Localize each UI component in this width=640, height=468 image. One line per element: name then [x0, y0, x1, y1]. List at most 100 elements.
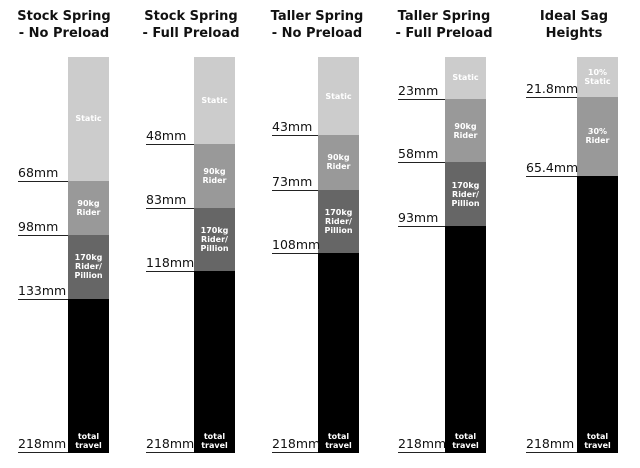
marker-tick [272, 190, 318, 191]
sag-segment: 90kg Rider [445, 98, 486, 163]
marker-label: 43mm [272, 119, 313, 134]
diagram-column: Taller Spring - No Preload Static 90kg Rider… [254, 0, 380, 468]
segment-label-line: 90kg [327, 153, 350, 163]
column-title: Ideal Sag Heights [508, 8, 640, 42]
segment-label-line: 90kg [454, 121, 477, 131]
segment-label-line: Rider [453, 130, 478, 140]
segment-label-line: 170kg [324, 207, 353, 217]
marker-tick [146, 208, 194, 209]
marker-label: 65.4mm [526, 160, 579, 175]
segment-label-line: 30% [587, 127, 608, 137]
marker-tick [398, 452, 445, 453]
total-travel-label-line: travel [75, 441, 102, 450]
total-travel-label-line: total [203, 432, 226, 441]
segment-label-line: Rider/ [201, 235, 228, 245]
segment-label: Static [75, 114, 101, 123]
segment-label-line: Rider [585, 136, 610, 146]
marker-label: 23mm [398, 83, 439, 98]
marker-label: 218mm [272, 436, 321, 451]
marker-label: 108mm [272, 237, 321, 252]
total-travel-label: total travel [194, 432, 235, 450]
marker-tick [18, 181, 68, 182]
diagram-column: Stock Spring - Full Preload Static 90kg Ride… [128, 0, 254, 468]
sag-segment: 90kg Rider [318, 135, 359, 190]
column-title-line: Stock Spring [17, 9, 111, 24]
marker-label: 48mm [146, 128, 187, 143]
column-title: Taller Spring - Full Preload [380, 8, 508, 42]
diagram-column: Stock Spring - No Preload Static 90kg Rider 1… [0, 0, 128, 468]
marker-label: 133mm [18, 283, 67, 298]
segment-label-line: 170kg [200, 226, 229, 236]
segment-label-line: Static [75, 114, 102, 124]
segment-label: Static [201, 96, 227, 105]
segment-label-line: 170kg [74, 253, 103, 263]
total-travel-label-line: travel [584, 441, 611, 450]
marker-label: 218mm [526, 436, 575, 451]
segment-label: 10% Static [584, 68, 610, 86]
segment-label-line: Pillion [74, 271, 103, 281]
segment-label-line: Static [201, 96, 228, 106]
column-title-line: Stock Spring [144, 9, 238, 24]
sag-segment: 90kg Rider [194, 144, 235, 208]
marker-tick [18, 235, 68, 236]
segment-label-line: Static [325, 91, 352, 101]
marker-tick [526, 97, 577, 98]
segment-label-line: Static [452, 73, 479, 83]
marker-tick [146, 144, 194, 145]
segment-label-line: Rider [326, 162, 351, 172]
sag-segment: 170kg Rider/Pillion [318, 189, 359, 254]
total-travel-label: total travel [445, 432, 486, 450]
total-travel-label: total travel [318, 432, 359, 450]
marker-tick [526, 176, 577, 177]
segment-label-line: Rider/ [325, 216, 352, 226]
marker-tick [18, 452, 68, 453]
segment-label: Static [452, 73, 478, 82]
marker-tick [272, 135, 318, 136]
segment-label: 170kg Rider/Pillion [451, 181, 479, 208]
sag-segment: Static [318, 57, 359, 136]
column-title-line: Heights [545, 26, 603, 41]
total-travel-label: total travel [68, 432, 109, 450]
sag-segment: 10% Static [577, 57, 618, 97]
travel-bar: Static 90kg Rider 170kg Rider/Pillion total tr… [445, 57, 486, 453]
total-travel-label: total travel [577, 432, 618, 450]
column-title: Stock Spring - Full Preload [128, 8, 254, 42]
marker-tick [398, 99, 445, 100]
segment-label: 170kg Rider/Pillion [200, 226, 228, 253]
marker-label: 58mm [398, 146, 439, 161]
segment-label: 30% Rider [586, 127, 610, 145]
total-travel-label-line: total [586, 432, 609, 441]
sag-segment: 170kg Rider/Pillion [445, 162, 486, 226]
marker-label: 21.8mm [526, 81, 579, 96]
segment-label-line: Rider [202, 175, 227, 185]
segment-label: Static [325, 92, 351, 101]
total-travel-label-line: total [327, 432, 350, 441]
total-travel-label-line: travel [201, 441, 228, 450]
segment-label-line: Pillion [451, 198, 480, 208]
column-title: Taller Spring - No Preload [254, 8, 380, 42]
diagram-column: Taller Spring - Full Preload Static 90kg Rid… [380, 0, 508, 468]
travel-bar: Static 90kg Rider 170kg Rider/Pillion total tr… [318, 57, 359, 453]
marker-label: 218mm [18, 436, 67, 451]
marker-tick [18, 299, 68, 300]
marker-label: 68mm [18, 165, 59, 180]
segment-label-line: Rider/ [75, 262, 102, 272]
segment-label: 90kg Rider [203, 167, 227, 185]
marker-tick [398, 162, 445, 163]
marker-label: 118mm [146, 255, 195, 270]
travel-bar: Static 90kg Rider 170kg Rider/Pillion total tr… [68, 57, 109, 453]
segment-label: 90kg Rider [77, 199, 101, 217]
segment-label-line: 90kg [77, 198, 100, 208]
marker-label: 83mm [146, 192, 187, 207]
segment-label-line: 90kg [203, 166, 226, 176]
sag-segment: Static [68, 57, 109, 181]
column-title-line: - No Preload [271, 26, 363, 41]
sag-segment: Static [445, 57, 486, 99]
marker-tick [146, 452, 194, 453]
total-travel-label-line: travel [452, 441, 479, 450]
marker-tick [272, 452, 318, 453]
total-travel-label-line: total [454, 432, 477, 441]
total-travel-label-line: travel [325, 441, 352, 450]
segment-label-line: 170kg [451, 180, 480, 190]
segment-label: 170kg Rider/Pillion [324, 208, 352, 235]
